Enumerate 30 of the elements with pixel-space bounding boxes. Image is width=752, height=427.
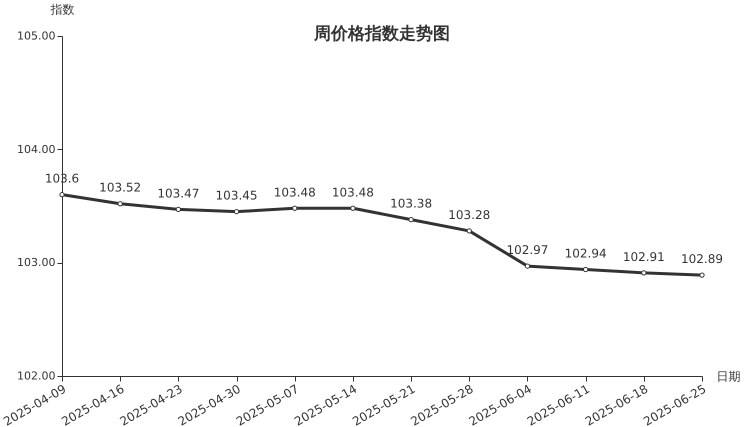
data-label: 103.38 (390, 196, 432, 211)
point (350, 206, 356, 211)
y-tick-label: 104.00 (17, 142, 56, 156)
point (583, 266, 588, 272)
data-label: 103.28 (448, 208, 490, 222)
data-label: 103.48 (332, 185, 374, 200)
y-tick-label: 105.00 (17, 30, 56, 42)
point (176, 206, 181, 212)
data-label: 103.52 (99, 180, 142, 195)
data-label: 102.91 (622, 250, 665, 264)
data-label: 102.89 (681, 252, 723, 266)
y-tick-label: 102.00 (17, 370, 56, 382)
point (524, 263, 530, 269)
point (641, 270, 646, 276)
data-label: 102.94 (564, 246, 607, 260)
point (118, 201, 123, 206)
point (234, 209, 240, 214)
point (466, 228, 472, 234)
data-label: 103.47 (157, 186, 200, 200)
data-label: 103.45 (216, 188, 258, 203)
x-axis-title: 日期 (716, 370, 740, 384)
point (408, 216, 414, 222)
y-axis-title: 指数 (50, 2, 74, 16)
chart-title: 周价格指数走势图 (313, 24, 450, 44)
data-label: 103.48 (274, 185, 316, 200)
point (292, 206, 298, 211)
point (59, 192, 65, 198)
y-tick-label: 103.00 (17, 256, 56, 270)
data-label: 102.97 (506, 243, 548, 258)
point (699, 272, 705, 278)
